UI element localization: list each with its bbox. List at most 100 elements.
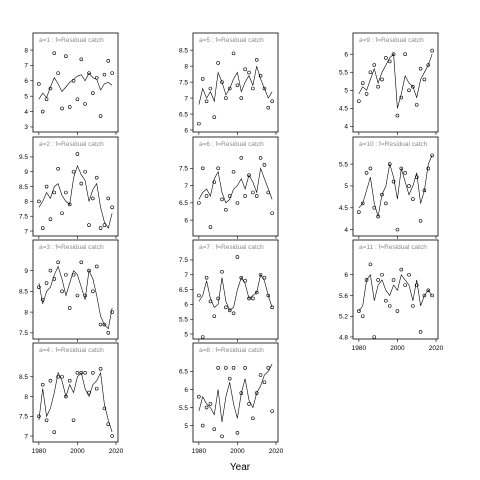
panel-frame <box>192 32 279 133</box>
observed-point <box>197 201 201 205</box>
x-tick-label: 2020 <box>429 345 444 352</box>
observed-point <box>98 367 103 371</box>
observed-point <box>220 434 224 439</box>
observed-point <box>243 278 247 283</box>
panel-strip-label: a=3 : f=Residual catch <box>39 244 104 251</box>
observed-point <box>372 335 377 339</box>
observed-point <box>418 66 423 71</box>
observed-point <box>426 166 431 171</box>
observed-point <box>83 169 87 174</box>
fitted-series-line <box>358 53 433 109</box>
y-tick-label: 9 <box>24 169 28 176</box>
observed-point <box>407 88 411 93</box>
observed-point <box>204 194 209 198</box>
observed-point <box>110 434 114 438</box>
observed-point <box>64 272 68 277</box>
observed-point <box>235 430 240 435</box>
panel-strip-label: a=6 : f=Residual catch <box>199 141 264 148</box>
fitted-series-line <box>38 72 113 100</box>
observed-point <box>231 51 236 56</box>
y-tick-label: 6.5 <box>179 200 188 207</box>
observed-point <box>200 335 205 339</box>
observed-point <box>87 268 91 273</box>
observed-point <box>407 184 411 188</box>
y-tick-label: 4.5 <box>339 106 348 113</box>
observed-point <box>98 322 103 327</box>
observed-point <box>262 380 267 385</box>
observed-point <box>71 418 76 423</box>
observed-point <box>44 97 49 102</box>
panel-frame <box>32 342 119 443</box>
observed-point <box>48 86 53 91</box>
panel-strip-label: a=5 : f=Residual catch <box>199 37 264 44</box>
observed-point <box>204 99 209 104</box>
observed-point <box>235 201 240 205</box>
observed-point <box>254 57 259 62</box>
observed-point <box>227 376 232 381</box>
panel-frame <box>192 342 279 443</box>
observed-point <box>197 293 201 298</box>
observed-point <box>60 374 64 379</box>
fitted-series-line <box>38 164 113 229</box>
observed-point <box>239 96 244 100</box>
observed-point <box>258 156 263 160</box>
y-tick-label: 5.5 <box>339 70 348 77</box>
observed-point <box>403 171 407 175</box>
y-tick-label: 5 <box>24 93 28 100</box>
observed-point <box>395 309 400 313</box>
observed-point <box>227 308 232 313</box>
observed-point <box>426 63 431 67</box>
observed-point <box>208 225 213 229</box>
observed-point <box>247 70 251 75</box>
y-tick-label: 3 <box>24 124 28 131</box>
x-tick-label: 2020 <box>269 448 284 455</box>
panel-frame <box>352 239 439 340</box>
panel-frame <box>192 136 279 237</box>
x-tick-label: 2000 <box>230 448 245 455</box>
observed-point <box>110 310 114 314</box>
fitted-series-line <box>358 155 433 217</box>
observed-point <box>60 289 64 294</box>
x-tick-label: 2000 <box>70 448 85 455</box>
observed-point <box>368 166 373 171</box>
y-tick-label: 4 <box>344 124 348 131</box>
observed-point <box>368 70 373 75</box>
observed-point <box>360 314 365 319</box>
observed-point <box>87 223 91 227</box>
y-tick-label: 6 <box>344 272 348 279</box>
observed-point <box>407 272 411 277</box>
observed-point <box>380 192 384 197</box>
fitted-series-line <box>198 364 273 423</box>
observed-point <box>258 373 263 377</box>
observed-point <box>48 217 53 221</box>
observed-point <box>239 156 244 160</box>
observed-point <box>197 121 201 126</box>
y-tick-label: 8 <box>24 394 28 401</box>
observed-point <box>376 214 380 219</box>
fitted-series-line <box>38 371 113 433</box>
observed-point <box>235 255 240 259</box>
observed-point <box>262 275 267 280</box>
observed-point <box>91 289 95 294</box>
panel-frame <box>352 32 439 133</box>
observed-point <box>231 169 236 174</box>
observed-point <box>200 423 205 428</box>
observed-point <box>220 197 224 202</box>
observed-point <box>67 378 72 383</box>
observed-point <box>52 430 57 434</box>
observed-point <box>94 386 99 391</box>
observed-point <box>384 56 388 60</box>
panel-11: a=11 : f=Residual catch 4.8 5.2 5.6 6 1980 200… <box>339 239 444 352</box>
y-tick-label: 6 <box>184 387 188 394</box>
observed-point <box>94 175 99 180</box>
observed-point <box>411 197 415 201</box>
observed-point <box>254 391 259 395</box>
panel-strip-label: a=11 : f=Residual catch <box>359 244 427 251</box>
y-tick-label: 7.5 <box>179 166 188 173</box>
observed-point <box>227 194 232 198</box>
y-tick-label: 5 <box>184 423 188 430</box>
observed-point <box>414 102 419 107</box>
panel-10: a=10 : f=Residual catch 4 4.5 5 5.5 <box>339 136 439 239</box>
observed-point <box>364 171 369 175</box>
observed-point <box>411 304 415 308</box>
